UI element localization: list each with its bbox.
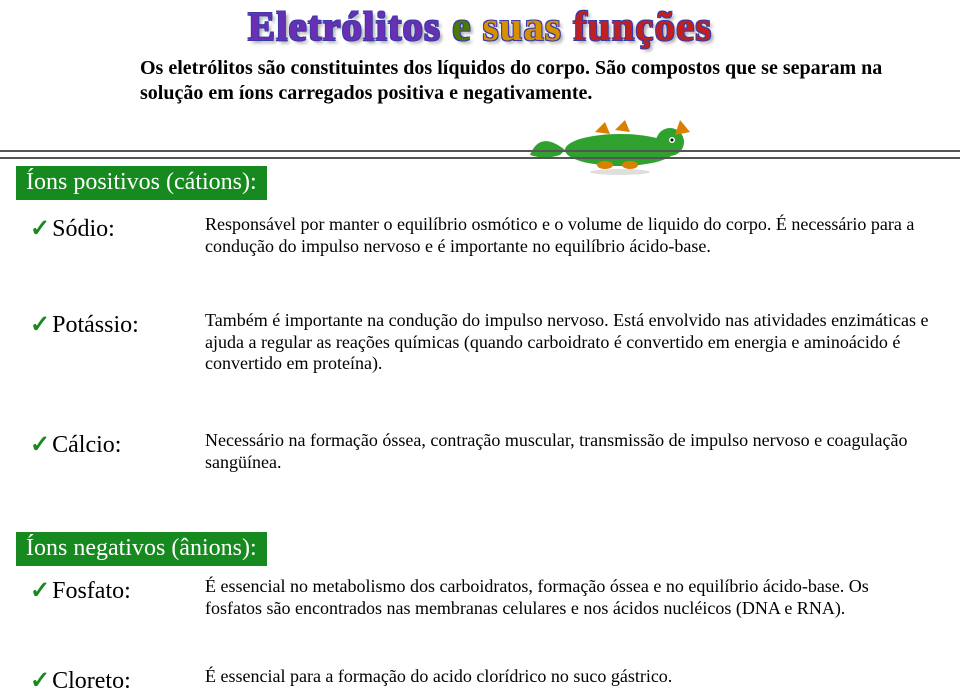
item-label: ✓Sódio: [30, 214, 205, 243]
label-text: Cloreto: [52, 668, 131, 694]
divider-line [0, 150, 960, 152]
section-heading-cations: Íons positivos (cátions): [16, 166, 267, 200]
item-label: ✓Potássio: [30, 310, 205, 339]
title-word: funções [573, 3, 712, 49]
item-fosfato: ✓Fosfato: É essencial no metabolismo dos… [30, 576, 940, 619]
section-heading-anions: Íons negativos (ânions): [16, 532, 267, 566]
item-description: Necessário na formação óssea, contração … [205, 430, 940, 473]
item-description: É essencial para a formação do acido clo… [205, 666, 940, 688]
label-text: Sódio: [52, 216, 115, 242]
item-sodio: ✓Sódio: Responsável por manter o equilíb… [30, 214, 940, 257]
title-word: suas [483, 3, 562, 49]
item-description: Responsável por manter o equilíbrio osmó… [205, 214, 940, 257]
intro-paragraph: Os eletrólitos são constituintes dos líq… [140, 56, 900, 106]
item-description: Também é importante na condução do impul… [205, 310, 940, 375]
label-text: Potássio: [52, 312, 139, 338]
item-description: É essencial no metabolismo dos carboidra… [205, 576, 940, 619]
label-text: Fosfato: [52, 578, 131, 604]
item-potassio: ✓Potássio: Também é importante na conduç… [30, 310, 940, 375]
dragon-decoration [520, 110, 700, 180]
title-word: e [452, 3, 471, 49]
label-text: Cálcio: [52, 432, 121, 458]
check-icon: ✓ [30, 312, 50, 338]
item-label: ✓Cálcio: [30, 430, 205, 459]
check-icon: ✓ [30, 216, 50, 242]
title-word: Eletrólitos [248, 3, 441, 49]
page-title: Eletrólitos e suas funções [0, 0, 960, 50]
check-icon: ✓ [30, 668, 50, 694]
item-calcio: ✓Cálcio: Necessário na formação óssea, c… [30, 430, 940, 473]
check-icon: ✓ [30, 432, 50, 458]
item-cloreto: ✓Cloreto: É essencial para a formação do… [30, 666, 940, 695]
divider-line [0, 157, 960, 159]
item-label: ✓Fosfato: [30, 576, 205, 605]
check-icon: ✓ [30, 578, 50, 604]
item-label: ✓Cloreto: [30, 666, 205, 695]
